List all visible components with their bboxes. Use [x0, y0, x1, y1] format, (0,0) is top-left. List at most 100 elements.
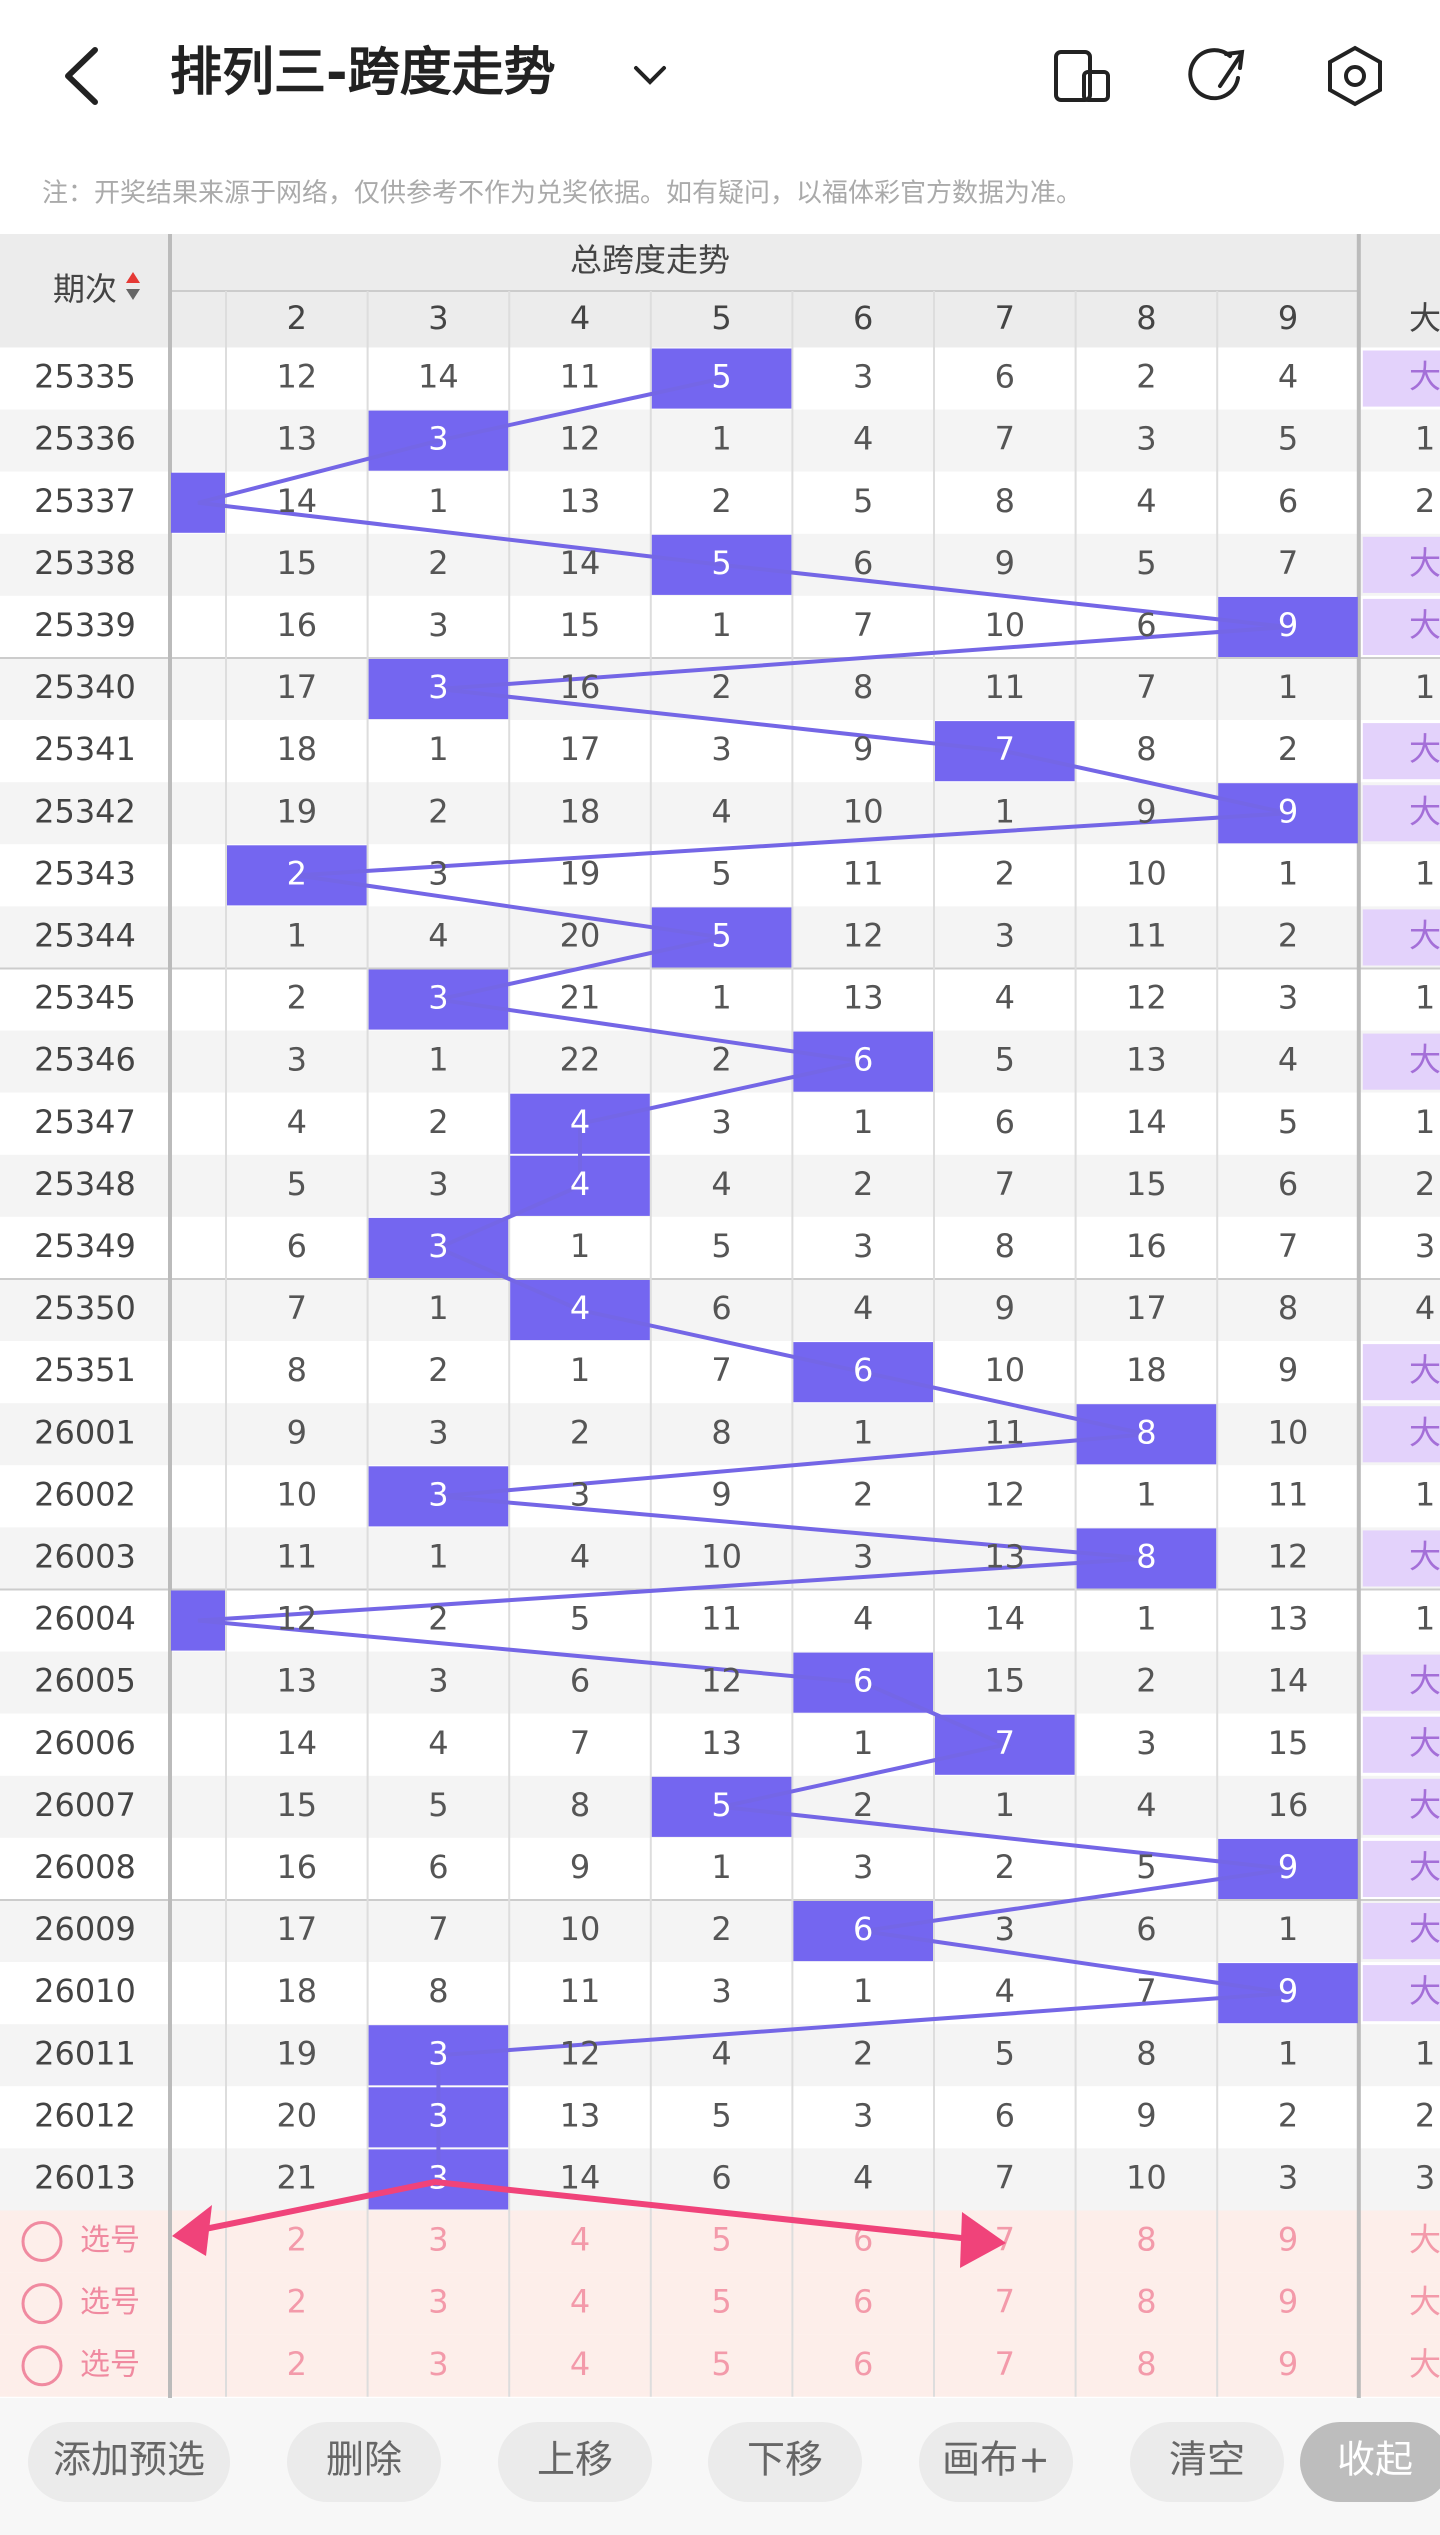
hit-value: 3	[428, 979, 448, 1017]
hit-value: 4	[570, 1165, 590, 1203]
cell-value: 22	[560, 1041, 601, 1079]
pick-checkbox[interactable]	[21, 2283, 63, 2325]
toolbar-label[interactable]: 收起	[1337, 2438, 1413, 2482]
cell-value: 10	[843, 792, 884, 830]
cell-value: 7	[1136, 668, 1156, 706]
pick-value[interactable]: 2	[287, 2345, 307, 2383]
pick-extra[interactable]: 大	[1409, 2221, 1440, 2259]
cell-value: 6	[995, 358, 1015, 396]
toolbar-label[interactable]: 清空	[1169, 2438, 1245, 2482]
cell-value: 3	[711, 730, 731, 768]
pick-value[interactable]: 3	[428, 2345, 448, 2383]
cell-value: 15	[984, 1662, 1025, 1700]
column-header: 9	[1278, 299, 1298, 337]
pick-extra[interactable]: 大	[1409, 2345, 1440, 2383]
cell-value: 7	[428, 1910, 448, 1948]
pick-value[interactable]: 5	[711, 2283, 731, 2321]
pick-value[interactable]: 5	[711, 2221, 731, 2259]
toolbar-label[interactable]: 下移	[747, 2438, 823, 2482]
back-button[interactable]	[65, 47, 98, 105]
cell-value: 2	[287, 979, 307, 1017]
pick-extra[interactable]: 大	[1409, 2283, 1440, 2321]
cell-value: 15	[1126, 1165, 1167, 1203]
cell-value: 14	[1268, 1662, 1309, 1700]
pick-value[interactable]: 7	[995, 2221, 1015, 2259]
cell-value: 4	[853, 1289, 873, 1327]
cell-value: 5	[287, 1165, 307, 1203]
pick-value[interactable]: 5	[711, 2345, 731, 2383]
pick-value[interactable]: 3	[428, 2283, 448, 2321]
cell-value: 6	[1278, 1165, 1298, 1203]
pick-value[interactable]: 7	[995, 2283, 1015, 2321]
row-background	[0, 471, 1440, 534]
share-icon[interactable]	[1188, 48, 1245, 101]
toolbar-label[interactable]: 添加预选	[53, 2438, 205, 2482]
period-header[interactable]: 期次	[53, 270, 117, 308]
pick-value[interactable]: 9	[1278, 2221, 1298, 2259]
row-background	[0, 1465, 1440, 1528]
cell-value: 19	[560, 854, 601, 892]
pick-checkbox[interactable]	[21, 2221, 63, 2263]
period: 25339	[34, 606, 136, 644]
toolbar-button[interactable]	[708, 2422, 862, 2502]
cell-value: 1	[1278, 854, 1298, 892]
cell-value: 7	[1136, 1972, 1156, 2010]
extra-value: 4	[1415, 1289, 1435, 1327]
pick-label[interactable]: 选号	[80, 2285, 140, 2320]
pick-label[interactable]: 选号	[80, 2223, 140, 2258]
toolbar-button[interactable]	[287, 2422, 441, 2502]
hit-value: 6	[853, 1041, 873, 1079]
cell-value: 10	[1126, 854, 1167, 892]
hit-value: 8	[1136, 1537, 1156, 1575]
cell-value: 2	[1278, 2096, 1298, 2134]
period: 26010	[34, 1972, 136, 2010]
pick-value[interactable]: 2	[287, 2221, 307, 2259]
period: 25341	[34, 730, 136, 768]
pick-value[interactable]: 6	[853, 2345, 873, 2383]
pick-value[interactable]: 4	[570, 2283, 590, 2321]
period: 25348	[34, 1165, 136, 1203]
cell-value: 5	[1278, 420, 1298, 458]
sort-up[interactable]	[126, 272, 140, 283]
pick-value[interactable]: 7	[995, 2345, 1015, 2383]
toolbar-button[interactable]	[28, 2422, 230, 2502]
toolbar-button[interactable]	[1130, 2422, 1284, 2502]
toolbar-label[interactable]: 删除	[326, 2438, 402, 2482]
cell-value: 1	[570, 1227, 590, 1265]
toolbar-button[interactable]	[498, 2422, 652, 2502]
settings-icon[interactable]	[1328, 45, 1382, 107]
toolbar-label[interactable]: 画布+	[942, 2438, 1050, 2482]
toolbar-label[interactable]: 上移	[537, 2438, 613, 2482]
pick-value[interactable]: 8	[1136, 2221, 1156, 2259]
pick-value[interactable]: 2	[287, 2283, 307, 2321]
pick-value[interactable]: 4	[570, 2221, 590, 2259]
column-header: 8	[1136, 299, 1156, 337]
toolbar-button[interactable]	[919, 2422, 1073, 2502]
pick-value[interactable]: 9	[1278, 2283, 1298, 2321]
layout-icon[interactable]	[1054, 50, 1110, 102]
pick-value[interactable]: 8	[1136, 2283, 1156, 2321]
pick-value[interactable]: 8	[1136, 2345, 1156, 2383]
cell-value: 6	[1136, 1910, 1156, 1948]
cell-value: 6	[995, 1103, 1015, 1141]
pick-value[interactable]: 6	[853, 2283, 873, 2321]
cell-value: 1	[428, 1537, 448, 1575]
cell-value: 1	[711, 606, 731, 644]
extra-highlight	[1362, 598, 1440, 655]
cell-value: 10	[276, 1475, 317, 1513]
period: 26005	[34, 1662, 136, 1700]
toolbar-button[interactable]	[1300, 2422, 1440, 2502]
pick-value[interactable]: 4	[570, 2345, 590, 2383]
pick-label[interactable]: 选号	[80, 2347, 140, 2382]
pick-value[interactable]: 9	[1278, 2345, 1298, 2383]
cell-value: 12	[984, 1475, 1025, 1513]
cell-value: 8	[1136, 2034, 1156, 2072]
pick-value[interactable]: 3	[428, 2221, 448, 2259]
cell-value: 3	[853, 2096, 873, 2134]
title-dropdown[interactable]	[634, 66, 666, 85]
sort-down[interactable]	[126, 289, 140, 300]
pick-checkbox[interactable]	[21, 2345, 63, 2387]
extra-value: 2	[1415, 482, 1435, 520]
cell-value: 10	[1126, 2158, 1167, 2196]
